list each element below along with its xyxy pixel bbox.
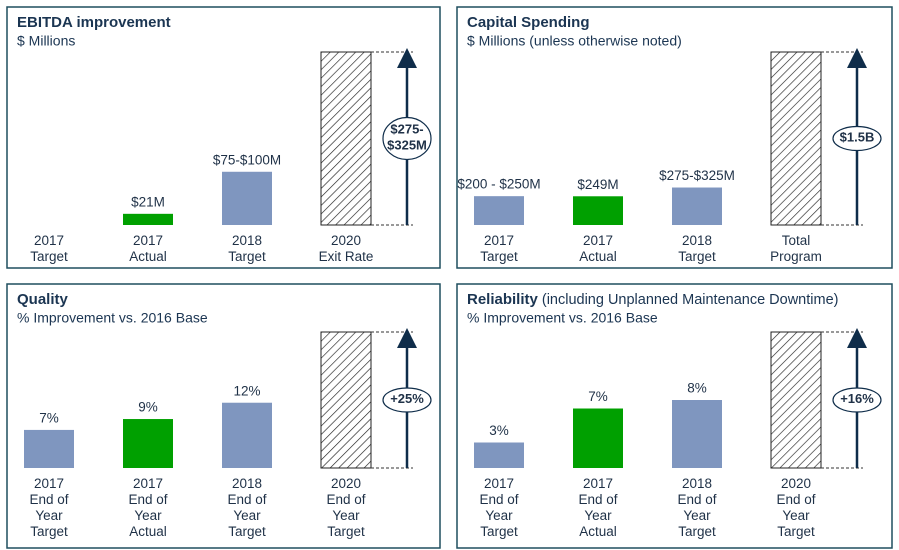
x-tick-label: 2018 Target <box>228 233 266 264</box>
target-bar <box>770 331 822 469</box>
panel-title: Capital Spending <box>467 14 590 31</box>
bar <box>474 196 524 225</box>
value-label: $200 - $250M <box>457 177 540 192</box>
value-label: 12% <box>233 383 260 398</box>
value-label: +25% <box>390 391 424 406</box>
label-ellipse <box>832 125 882 152</box>
label-ellipse <box>382 116 432 161</box>
value-label: 9% <box>138 400 158 415</box>
panel <box>6 6 441 269</box>
label-ellipse <box>382 387 432 413</box>
panel-title: Quality <box>17 291 69 308</box>
x-tick-label: Total Program <box>770 233 822 264</box>
value-label: $1.5B <box>840 130 875 145</box>
target-bar <box>770 51 822 226</box>
x-tick-label: 2018 End of Year Target <box>677 476 716 539</box>
panel <box>456 283 893 549</box>
bar <box>573 408 623 468</box>
value-label: $249M <box>577 177 618 192</box>
x-tick-label: 2020 End of Year Target <box>326 476 365 539</box>
x-tick-label: 2017 Target <box>480 233 518 264</box>
bar <box>222 171 272 225</box>
value-label: 8% <box>687 381 707 396</box>
x-tick-label: 2020 Exit Rate <box>319 233 374 264</box>
panel-subtitle: % Improvement vs. 2016 Base <box>17 310 208 326</box>
value-label: $275-$325M <box>659 168 735 183</box>
x-tick-label: 2020 End of Year Target <box>776 476 815 539</box>
bar <box>672 400 722 468</box>
x-tick-label: 2017 Actual <box>579 233 617 264</box>
panel <box>6 283 441 549</box>
panel-title: Reliability <box>467 291 539 308</box>
x-tick-label: 2018 Target <box>678 233 716 264</box>
x-tick-label: 2018 End of Year Target <box>227 476 266 539</box>
target-bar <box>320 51 372 226</box>
target-bar <box>320 331 372 469</box>
title-note: (including Unplanned Maintenance Downtim… <box>542 292 839 308</box>
x-tick-label: 2017 Target <box>30 233 68 264</box>
value-label: 3% <box>489 423 509 438</box>
panel-subtitle: % Improvement vs. 2016 Base <box>467 310 658 326</box>
panel-subtitle: $ Millions <box>17 33 75 49</box>
x-tick-label: 2017 Actual <box>129 233 167 264</box>
panel-title: EBITDA improvement <box>17 14 171 31</box>
bar <box>573 196 623 225</box>
bar <box>672 187 722 225</box>
x-tick-label: 2017 End of Year Target <box>29 476 68 539</box>
bar <box>123 419 173 468</box>
value-label: $75-$100M <box>213 152 281 167</box>
panel-subtitle: $ Millions (unless otherwise noted) <box>467 33 682 49</box>
x-tick-label: 2017 End of Year Actual <box>128 476 167 539</box>
x-tick-label: 2017 End of Year Target <box>479 476 518 539</box>
panel <box>456 6 893 269</box>
bar <box>123 213 173 225</box>
value-label: +16% <box>840 391 874 406</box>
value-label: 7% <box>588 389 608 404</box>
x-tick-label: 2017 End of Year Actual <box>578 476 617 539</box>
value-label: 7% <box>39 410 59 425</box>
bar <box>222 402 272 468</box>
value-label: $275-$325M <box>387 122 427 153</box>
label-ellipse <box>832 387 882 413</box>
value-label: $21M <box>131 194 165 209</box>
bar <box>24 429 74 468</box>
bar <box>474 442 524 468</box>
